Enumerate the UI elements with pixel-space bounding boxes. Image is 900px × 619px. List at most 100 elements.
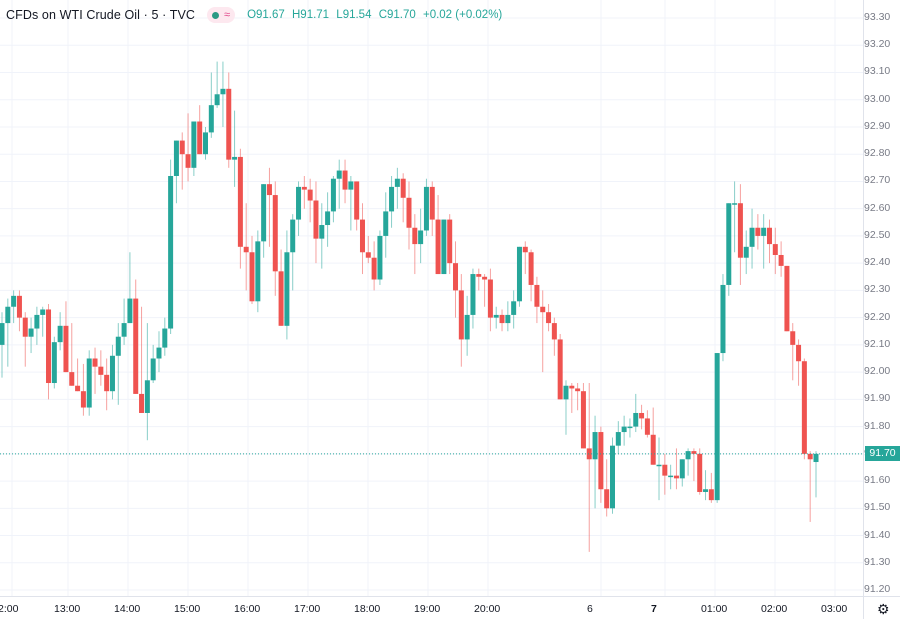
candle: [394, 167, 400, 209]
candle: [284, 230, 290, 340]
candle: [557, 333, 563, 400]
candle: [232, 110, 238, 187]
candle: [92, 347, 98, 394]
price-tick-label: 92.80: [864, 147, 891, 160]
price-tick-label: 92.60: [864, 201, 891, 214]
candle: [150, 344, 156, 384]
candle: [580, 383, 586, 449]
price-tick-label: 92.70: [864, 174, 891, 187]
candle: [505, 301, 511, 332]
candle: [51, 336, 57, 389]
candle: [534, 276, 540, 324]
price-tick-label: 91.60: [864, 474, 891, 487]
candle: [348, 175, 354, 231]
candle: [458, 274, 464, 367]
ohlc-change: +0.02 (+0.02%): [422, 9, 503, 21]
candle: [685, 448, 691, 476]
candle: [598, 426, 604, 503]
market-open-dot-icon: [212, 11, 220, 19]
symbol-title[interactable]: CFDs on WTI Crude Oil · 5 · TVC: [6, 8, 196, 22]
time-tick-label: 02:00: [761, 603, 788, 615]
candle: [761, 214, 767, 269]
candle: [80, 363, 86, 416]
candle: [807, 451, 813, 522]
candle: [766, 219, 772, 264]
candle: [796, 339, 802, 386]
ohlc-low: L91.54: [336, 9, 372, 21]
price-tick-label: 92.30: [864, 283, 891, 296]
current-price-label: 91.70: [865, 446, 900, 462]
candle: [551, 317, 557, 356]
gear-icon[interactable]: ⚙: [877, 601, 890, 617]
price-tick-label: 92.20: [864, 310, 891, 323]
candle: [755, 214, 761, 250]
price-tick-label: 91.30: [864, 555, 891, 568]
candle: [708, 472, 714, 503]
candle: [639, 404, 645, 430]
candle: [656, 437, 662, 501]
candle: [546, 304, 552, 332]
candle: [813, 451, 819, 498]
candle: [627, 418, 633, 438]
candle: [139, 306, 145, 413]
candle: [173, 140, 179, 204]
price-tick-label: 92.00: [864, 365, 891, 378]
price-tick-label: 93.00: [864, 92, 891, 105]
candle: [691, 448, 697, 482]
candle: [179, 132, 185, 190]
candle: [359, 203, 365, 275]
candle: [237, 148, 243, 269]
candle: [22, 312, 28, 367]
candle: [319, 203, 325, 269]
candle: [516, 246, 522, 307]
candle: [5, 298, 11, 367]
candle: [371, 241, 377, 291]
candle: [778, 241, 784, 277]
candle: [772, 227, 778, 275]
candle: [75, 358, 81, 392]
candle: [86, 350, 92, 416]
candle: [389, 175, 395, 228]
candle: [592, 415, 598, 509]
candle: [220, 61, 226, 127]
candle: [644, 410, 650, 438]
time-tick-label: 17:00: [294, 603, 321, 615]
status-badge[interactable]: ≈: [207, 7, 236, 23]
price-tick-label: 92.40: [864, 256, 891, 269]
candle: [243, 203, 249, 291]
ohlc-open: O91.67: [247, 9, 285, 21]
candle: [354, 181, 360, 231]
price-tick-label: 91.90: [864, 392, 891, 405]
candle: [575, 383, 581, 411]
candle: [522, 241, 528, 275]
candle: [749, 208, 755, 269]
candle: [28, 317, 34, 354]
candle: [307, 178, 313, 223]
candle: [476, 268, 482, 291]
candle: [732, 181, 738, 253]
time-tick-label: 01:00: [701, 603, 728, 615]
candle: [208, 72, 214, 138]
candle: [784, 265, 790, 332]
ohlc-high: H91.71: [292, 9, 330, 21]
candle: [429, 181, 435, 236]
candle: [482, 274, 488, 307]
candle: [115, 323, 121, 405]
candle: [668, 464, 674, 490]
candle: [185, 113, 191, 182]
candle: [726, 203, 732, 296]
price-tick-label: 92.50: [864, 228, 891, 241]
candle: [406, 181, 412, 250]
candle: [261, 184, 267, 258]
candle: [470, 268, 476, 329]
candle: [156, 331, 162, 373]
candle: [423, 178, 429, 236]
candle: [743, 230, 749, 275]
price-tick-label: 93.30: [864, 11, 891, 23]
ohlc-values: O91.67 H91.71 L91.54 C91.70 +0.02 (+0.02…: [247, 9, 506, 21]
candle: [714, 353, 720, 503]
candle: [336, 159, 342, 209]
candle: [441, 219, 447, 275]
candle: [383, 192, 389, 258]
